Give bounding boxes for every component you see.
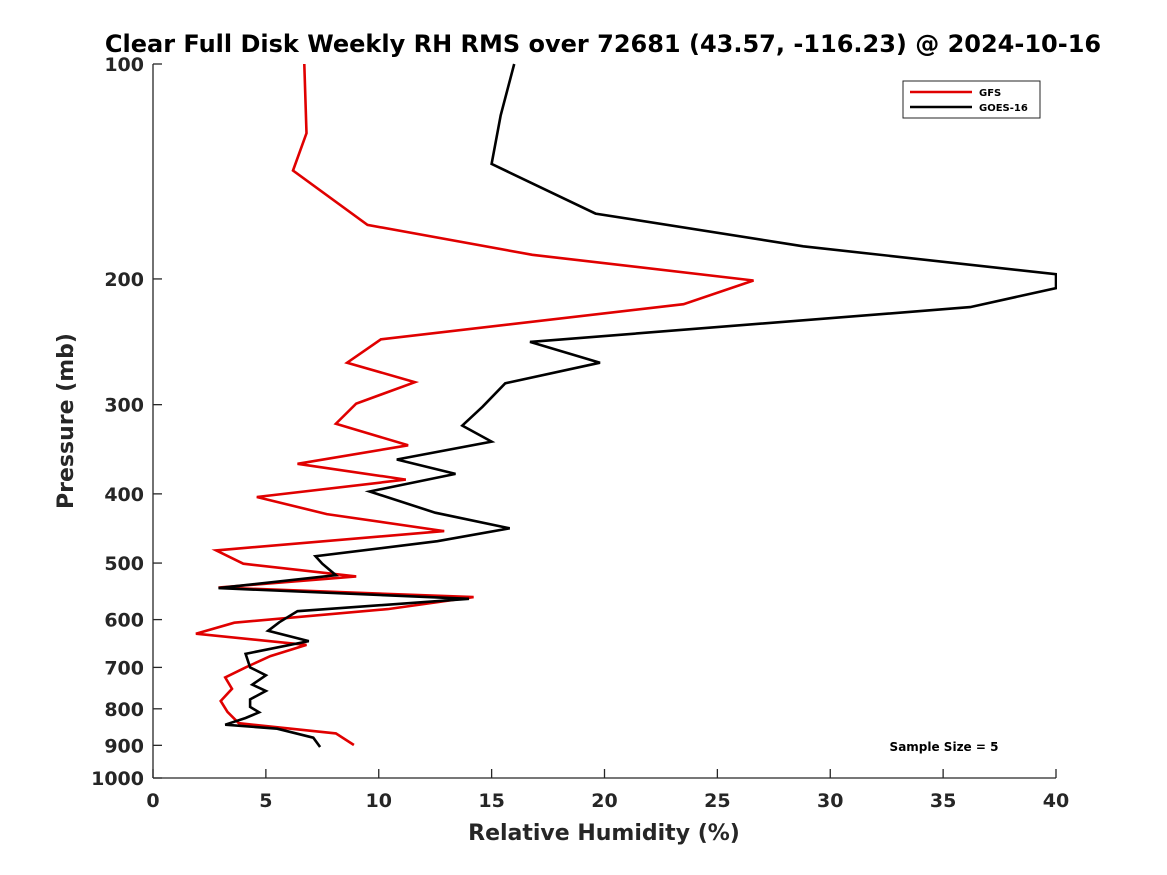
y-tick-label: 400 <box>104 484 144 506</box>
y-tick-label: 100 <box>104 54 144 76</box>
y-tick-label: 1000 <box>91 768 144 790</box>
sample-size-annotation: Sample Size = 5 <box>890 740 999 754</box>
x-tick-label: 35 <box>930 790 956 812</box>
series-line-gfs <box>195 63 754 747</box>
legend: GFS GOES-16 <box>902 80 1041 119</box>
y-tick-label: 700 <box>104 657 144 679</box>
x-tick-label: 15 <box>478 790 504 812</box>
x-tick-label: 0 <box>146 790 159 812</box>
x-tick-label: 40 <box>1043 790 1069 812</box>
y-tick-label: 800 <box>104 699 144 721</box>
x-tick-label: 5 <box>259 790 272 812</box>
y-tick-label: 900 <box>104 735 144 757</box>
x-tick-label: 10 <box>366 790 392 812</box>
series-line-goes-16 <box>218 63 1057 748</box>
legend-label-goes-16: GOES-16 <box>979 103 1028 114</box>
y-tick-label: 500 <box>104 553 144 575</box>
x-tick-label: 30 <box>817 790 843 812</box>
legend-label-gfs: GFS <box>979 88 1001 99</box>
x-axis-label: Relative Humidity (%) <box>468 821 740 846</box>
legend-box <box>902 80 1041 119</box>
y-tick-label: 600 <box>104 610 144 632</box>
plot-area: 0 5 10 15 20 25 30 35 40 100 200 300 400 500 600 700 800… <box>91 54 1069 812</box>
y-tick-label: 300 <box>104 395 144 417</box>
series-group <box>195 63 1057 748</box>
y-tick-label: 200 <box>104 269 144 291</box>
x-tick-label: 20 <box>591 790 617 812</box>
x-tick-label: 25 <box>704 790 730 812</box>
chart-title: Clear Full Disk Weekly RH RMS over 72681… <box>105 30 1101 58</box>
y-axis-label: Pressure (mb) <box>54 333 79 509</box>
